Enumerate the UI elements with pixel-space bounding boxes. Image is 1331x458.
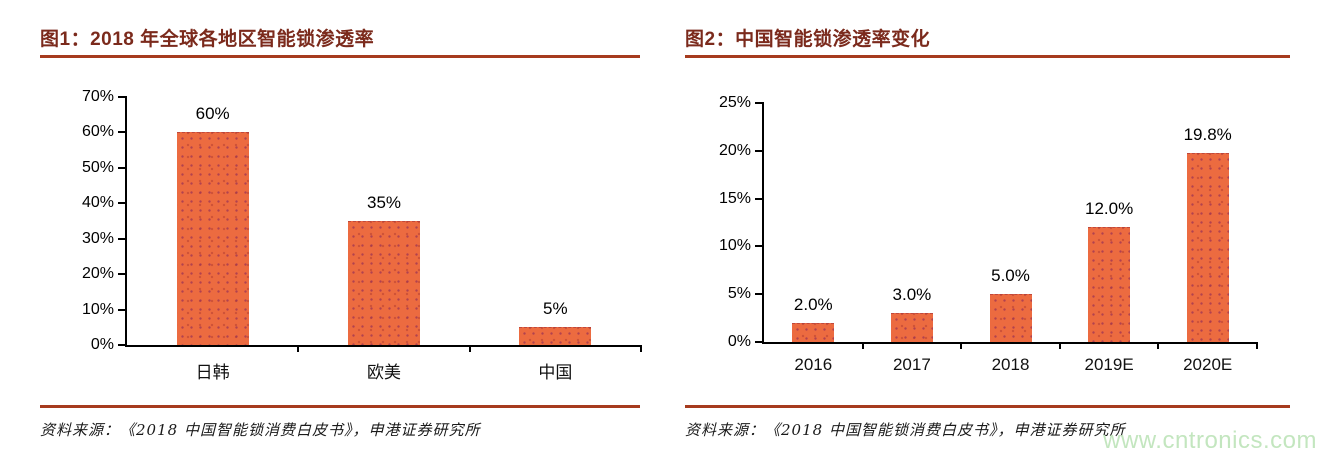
y-axis-tick-mark (118, 308, 127, 311)
y-axis-tick-mark (118, 202, 127, 205)
y-axis-tick-label: 0% (727, 333, 751, 350)
figure1-bar-chart: 0% 10% 20% 30% 40% 50% 60% 70% 60% 日韩 35% 欧美 5% 中国 (82, 88, 642, 382)
y-axis-tick-mark (755, 149, 764, 152)
y-axis-tick-mark (755, 341, 764, 343)
x-axis-tick-mark (1157, 342, 1160, 349)
x-axis-category-label: 2019E (1084, 355, 1134, 374)
figure2-source-note: 资料来源：《2018 中国智能锁消费白皮书》，申港证券研究所 (685, 421, 1126, 439)
bar-value-label: 12.0% (1084, 199, 1134, 219)
x-axis-tick-mark (297, 345, 300, 352)
chart-bar (792, 322, 835, 342)
y-axis-tick-label: 10% (81, 300, 114, 318)
figure2-bar-chart: 0% 5% 10% 15% 20% 25% 2.0% 2016 3.0% 2017 5.0% 2018… (719, 94, 1258, 374)
y-axis-tick-mark (118, 96, 127, 98)
y-axis-tick-label: 20% (718, 141, 751, 159)
y-axis-tick-label: 5% (727, 285, 751, 303)
x-axis-category-label: 欧美 (367, 363, 401, 382)
figure1-source-note: 资料来源：《2018 中国智能锁消费白皮书》，申港证券研究所 (40, 421, 481, 439)
x-axis-category-label: 中国 (538, 363, 573, 382)
chart-bar (890, 313, 933, 342)
y-axis-tick-mark (118, 344, 127, 346)
chart-bar (519, 327, 592, 345)
y-axis-tick-label: 30% (81, 229, 114, 247)
y-axis-tick-mark (118, 273, 127, 276)
figure1-title-rule (40, 55, 640, 58)
x-axis-end-tick-mark (640, 345, 642, 352)
x-axis-tick-mark (468, 345, 471, 352)
x-axis-category-label: 2020E (1183, 355, 1233, 374)
y-axis-tick-label: 15% (718, 189, 751, 207)
y-axis-tick-mark (118, 166, 127, 169)
x-axis-category-label: 2016 (794, 355, 833, 374)
bar-value-label: 3.0% (892, 285, 932, 305)
bar-value-label: 60% (195, 104, 230, 124)
chart-bar (1088, 227, 1131, 342)
x-axis-tick-mark (1058, 342, 1061, 349)
bar-value-label: 5% (543, 299, 568, 319)
figure2-title-rule (685, 55, 1290, 58)
x-axis-category-label: 日韩 (195, 363, 230, 382)
x-axis-tick-mark (861, 342, 864, 349)
y-axis-tick-label: 0% (90, 336, 114, 353)
x-axis-category-label: 2017 (892, 355, 931, 374)
bar-value-label: 35% (366, 193, 402, 212)
y-axis-tick-mark (755, 197, 764, 200)
x-axis-end-tick-mark (1256, 342, 1258, 349)
figure1-title: 图1：2018 年全球各地区智能锁渗透率 (40, 29, 375, 50)
chart-bar (989, 294, 1032, 342)
y-axis-tick-mark (118, 237, 127, 240)
y-axis-tick-label: 25% (718, 94, 751, 111)
y-axis-tick-mark (118, 131, 127, 134)
y-axis-tick-label: 20% (81, 265, 114, 283)
y-axis-tick-label: 10% (718, 237, 751, 255)
chart-bar (348, 221, 420, 345)
y-axis-tick-mark (755, 245, 764, 248)
chart-bar (1186, 152, 1229, 342)
chart-bar (176, 132, 249, 345)
x-axis-tick-mark (960, 342, 963, 349)
bar-value-label: 19.8% (1183, 124, 1232, 144)
site-watermark: www.cntronics.com (1103, 427, 1317, 454)
x-axis-category-label: 2018 (991, 355, 1030, 374)
y-axis-tick-label: 70% (81, 88, 114, 105)
y-axis-tick-label: 60% (81, 123, 114, 141)
figure2-title: 图2：中国智能锁渗透率变化 (685, 29, 931, 50)
y-axis-tick-label: 40% (81, 194, 114, 212)
y-axis-tick-mark (755, 102, 764, 104)
y-axis-tick-label: 50% (81, 158, 114, 176)
figure2-bottom-rule (685, 405, 1290, 408)
y-axis-tick-mark (755, 293, 764, 296)
bar-value-label: 2.0% (793, 294, 833, 314)
bar-value-label: 5.0% (991, 266, 1030, 286)
figure1-bottom-rule (40, 405, 640, 408)
